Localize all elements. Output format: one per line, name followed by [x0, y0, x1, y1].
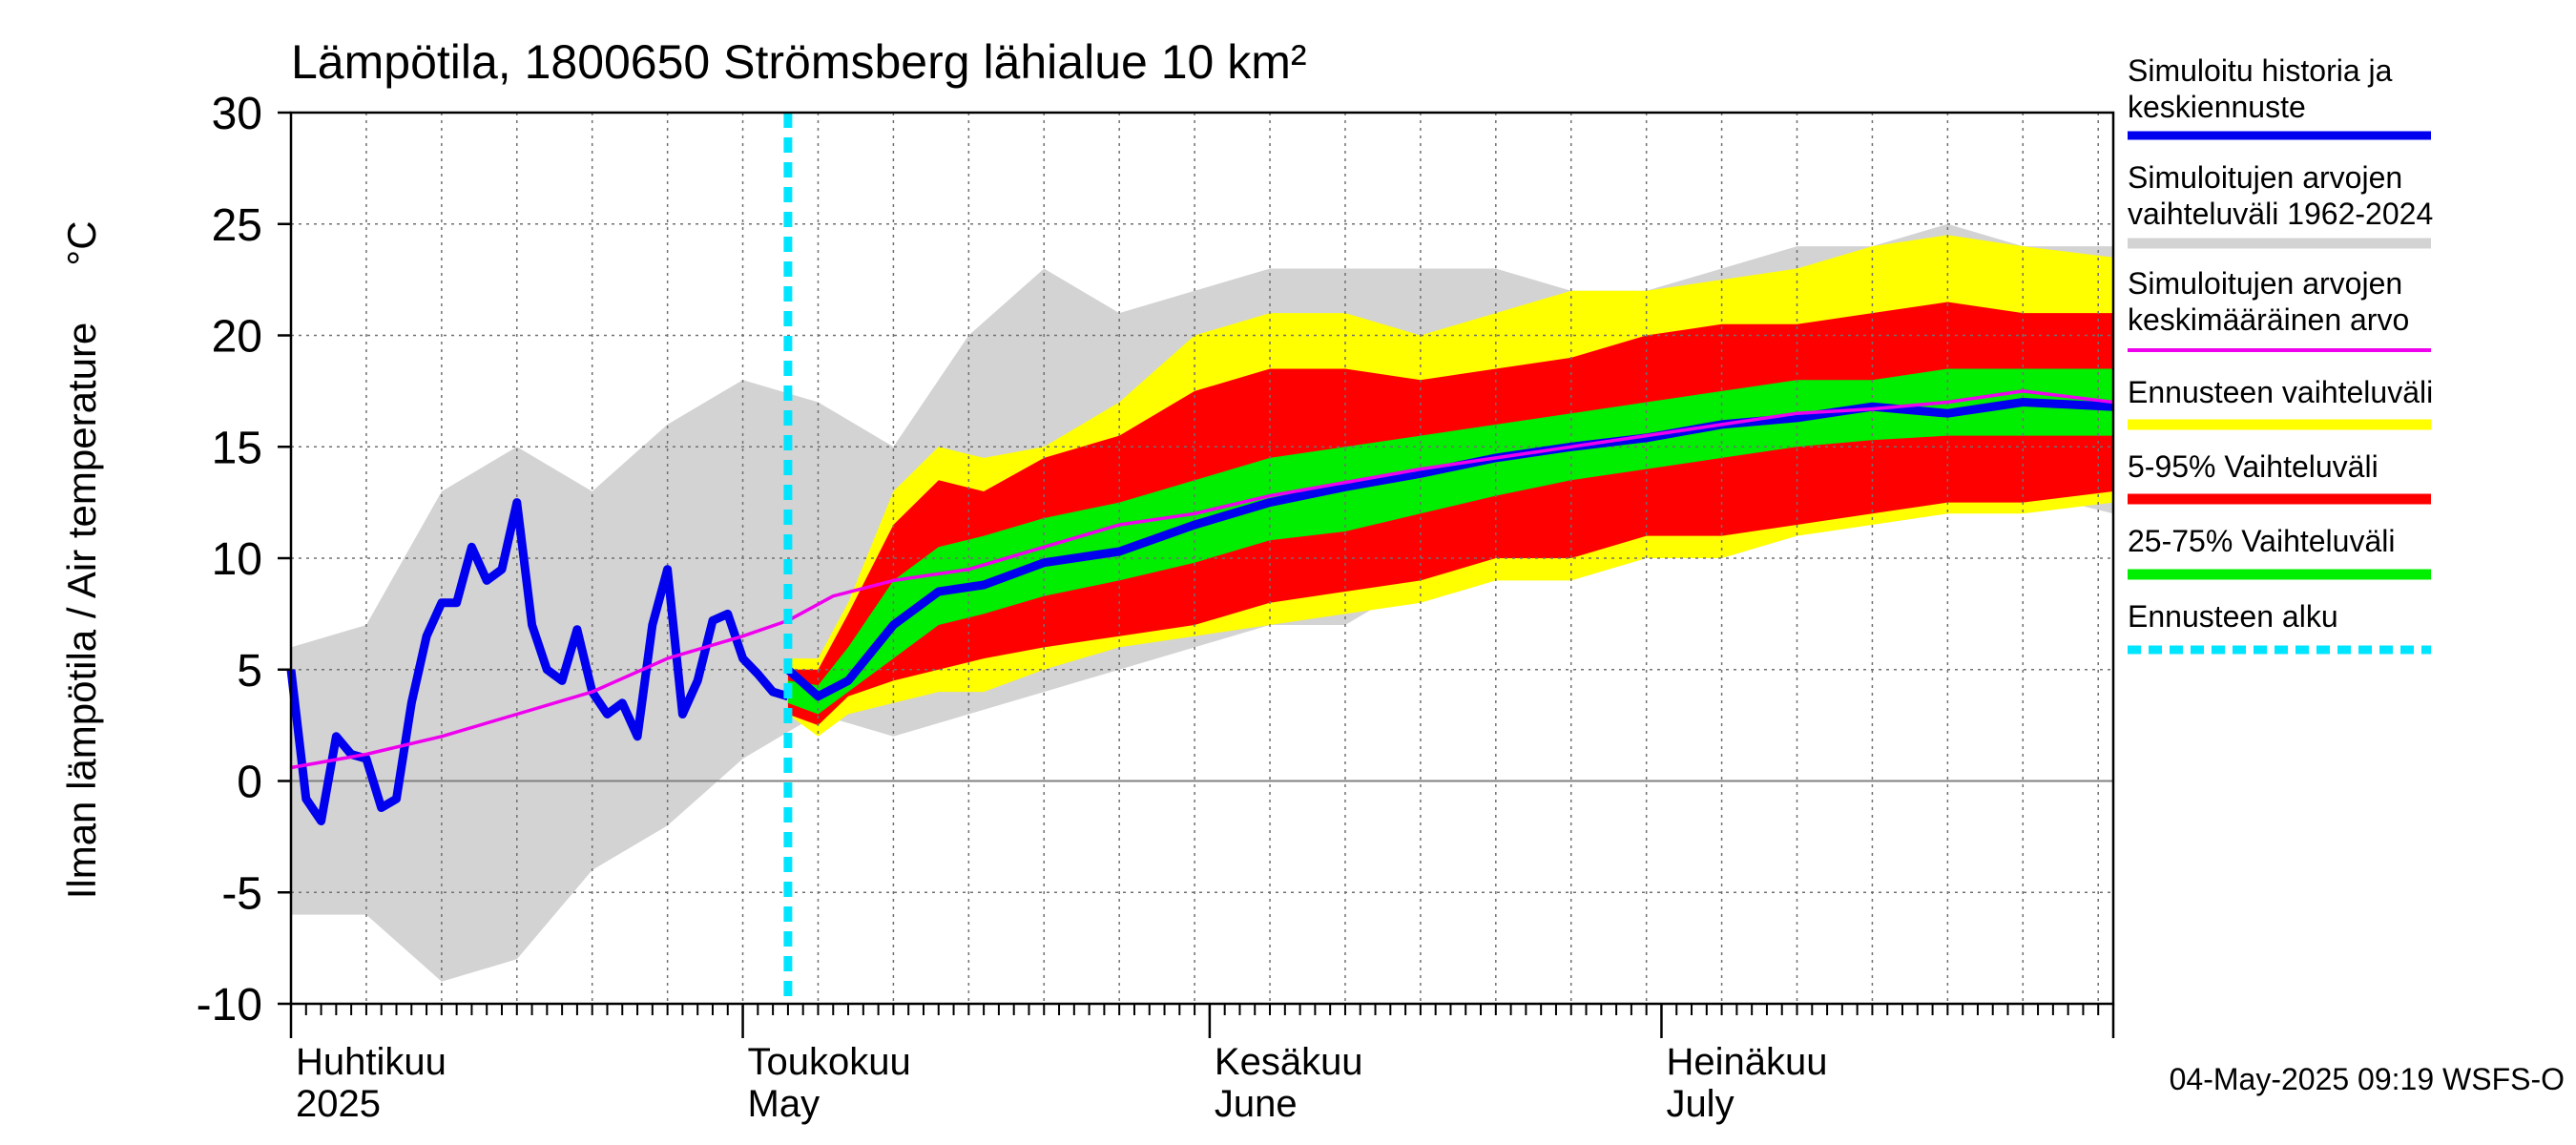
legend-label: 25-75% Vaihteluväli: [2128, 524, 2395, 558]
lines-layer: [286, 113, 2114, 1004]
y-tick-label: 10: [212, 534, 262, 585]
legend-label: Ennusteen alku: [2128, 599, 2338, 634]
y-tick-label: 0: [237, 758, 262, 808]
chart-title: Lämpötila, 1800650 Strömsberg lähialue 1…: [291, 35, 1307, 89]
y-axis-unit: °C: [59, 220, 104, 265]
legend-label-line: keskimääräinen arvo: [2128, 302, 2409, 337]
y-tick-label: 15: [212, 423, 262, 473]
x-month-label-en: 2025: [296, 1083, 381, 1125]
grid-layer: [290, 112, 2113, 1005]
y-tick-label: 5: [237, 646, 262, 697]
legend-label-line: keskiennuste: [2128, 90, 2306, 124]
y-tick-label: -5: [221, 868, 262, 919]
bands-layer: [291, 223, 2113, 982]
legend-label: Ennusteen vaihteluväli: [2128, 375, 2433, 409]
y-tick-label: 20: [212, 312, 262, 363]
history-line: [286, 498, 790, 825]
x-month-label-fi: Kesäkuu: [1215, 1041, 1363, 1083]
x-month-label-en: May: [748, 1083, 821, 1125]
axes-layer: -10-5051015202530Huhtikuu2025ToukokuuMay…: [197, 89, 2115, 1125]
y-tick-label: -10: [197, 980, 262, 1030]
legend: Simuloitu historia ja keskiennusteSimuloi…: [2128, 53, 2433, 655]
x-month-label-en: July: [1666, 1083, 1734, 1125]
legend-label-line: Simuloitujen arvojen: [2128, 160, 2402, 195]
legend-label: Simuloitujen arvojen vaihteluväli 1962-20…: [2128, 160, 2433, 231]
x-month-label-fi: Huhtikuu: [296, 1041, 447, 1083]
forecast-25-75-band: [787, 368, 2113, 715]
legend-label: Simuloitu historia ja keskiennuste: [2128, 53, 2393, 124]
climatology-mean-line: [290, 389, 2114, 770]
x-month-label-en: June: [1215, 1083, 1298, 1125]
legend-label-line: Simuloitujen arvojen: [2128, 266, 2402, 301]
y-axis-label: Ilman lämpötila / Air temperature: [59, 323, 104, 900]
x-month-label-fi: Heinäkuu: [1666, 1041, 1827, 1083]
x-month-label-fi: Toukokuu: [748, 1041, 911, 1083]
footer-timestamp: 04-May-2025 09:19 WSFS-O: [2170, 1062, 2565, 1096]
y-tick-label: 25: [212, 200, 262, 251]
legend-label: 5-95% Vaihteluväli: [2128, 449, 2379, 484]
legend-label: Simuloitujen arvojen keskimääräinen arvo: [2128, 266, 2409, 337]
legend-label-line: Simuloitu historia ja: [2128, 53, 2393, 88]
y-tick-label: 30: [212, 89, 262, 139]
legend-label-line: vaihteluväli 1962-2024: [2128, 197, 2433, 231]
